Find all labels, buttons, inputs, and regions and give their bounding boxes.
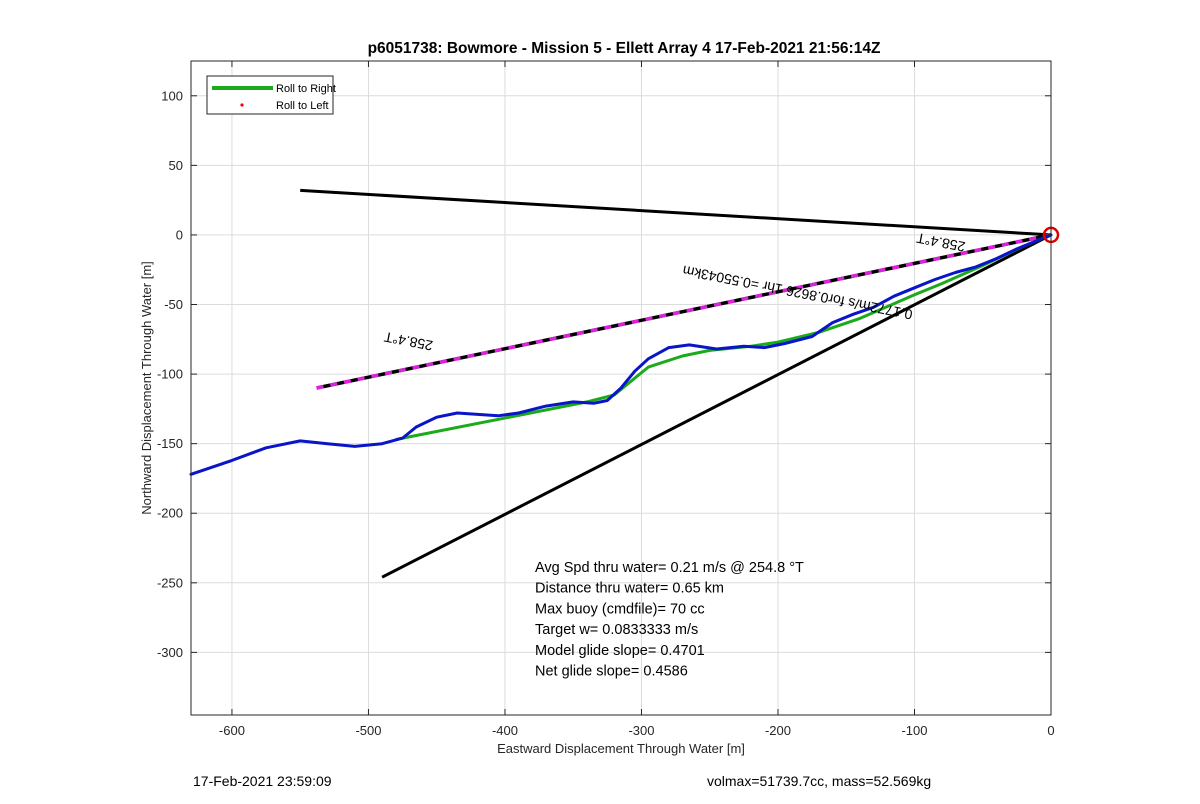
y-tick-label: -200 — [157, 506, 183, 521]
y-tick-label: 50 — [169, 158, 183, 173]
series-line-roll-to-right — [395, 233, 1052, 441]
legend-box — [206, 75, 334, 115]
stats-line: Max buoy (cmdfile)= 70 cc — [535, 601, 705, 617]
stats-line: Model glide slope= 0.4701 — [535, 643, 705, 659]
stats-line: Net glide slope= 0.4586 — [535, 664, 688, 680]
x-tick-label: -600 — [219, 723, 245, 738]
x-axis-label: Eastward Displacement Through Water [m] — [497, 741, 745, 756]
y-tick-label: -50 — [164, 297, 183, 312]
x-tick-label: -300 — [628, 723, 654, 738]
x-tick-label: -500 — [355, 723, 381, 738]
x-tick-label: -100 — [901, 723, 927, 738]
plot-frame — [190, 60, 1052, 716]
heading-annotation: 258.4°T — [915, 230, 967, 255]
reference-line — [381, 233, 1052, 579]
grid — [191, 61, 1052, 715]
y-tick-label: -250 — [157, 575, 183, 590]
y-tick-label: 0 — [176, 227, 183, 242]
stats-line: Distance thru water= 0.65 km — [535, 581, 724, 597]
legend: Roll to Right Roll to Left — [206, 75, 336, 115]
footer-mass-info: volmax=51739.7cc, mass=52.569kg — [707, 773, 932, 789]
stats-line: Avg Spd thru water= 0.21 m/s @ 254.8 °T — [535, 560, 804, 576]
y-axis-label: Northward Displacement Through Water [m] — [139, 261, 154, 515]
legend-swatch-dot — [240, 103, 244, 107]
reference-line — [300, 188, 1052, 237]
y-tick-label: 100 — [161, 88, 183, 103]
x-tick-label: -400 — [492, 723, 518, 738]
legend-label: Roll to Right — [276, 83, 336, 95]
y-tick-label: -150 — [157, 436, 183, 451]
legend-label: Roll to Left — [276, 100, 329, 112]
stats-line: Target w= 0.0833333 m/s — [535, 622, 698, 638]
chart-title: p6051738: Bowmore - Mission 5 - Ellett A… — [368, 40, 881, 57]
y-tick-label: -300 — [157, 645, 183, 660]
x-tick-label: -200 — [765, 723, 791, 738]
x-tick-label: 0 — [1047, 723, 1054, 738]
track-line — [189, 233, 1053, 476]
y-tick-label: -100 — [157, 367, 183, 382]
stats-block: Avg Spd thru water= 0.21 m/s @ 254.8 °T D… — [535, 560, 804, 680]
heading-line — [316, 233, 1052, 390]
axis-ticks: -600 -500 -400 -300 -200 -100 0 100 50 0 -50 -100 -1… — [157, 61, 1055, 738]
heading-annotation: 258.4°T — [382, 329, 434, 354]
footer-timestamp: 17-Feb-2021 23:59:09 — [193, 773, 332, 789]
plot-lines — [189, 188, 1060, 579]
